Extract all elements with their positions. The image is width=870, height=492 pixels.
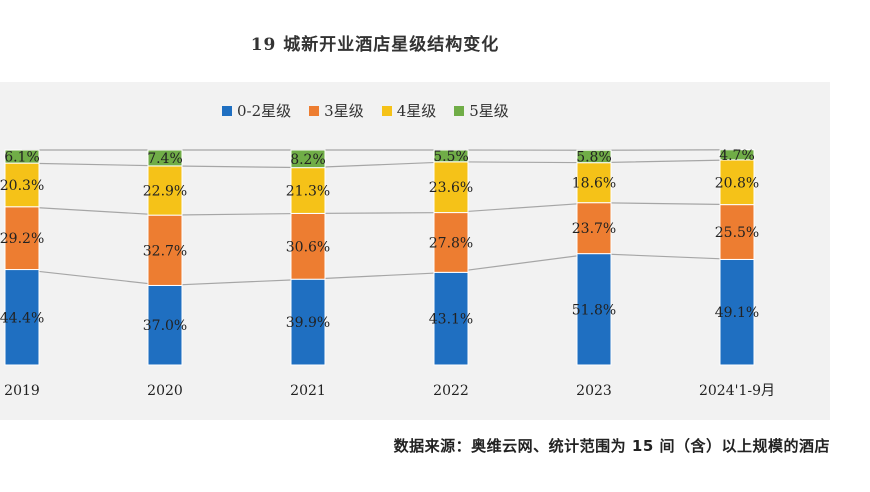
bar-segment [719, 258, 755, 366]
bar-segment [4, 162, 40, 208]
data-label: 30.6% [286, 239, 330, 255]
bar-segment [719, 204, 755, 260]
source-note: 数据来源：奥维云网、统计范围为 15 间（含）以上规模的酒店 [393, 437, 830, 455]
bar-segment [433, 212, 469, 273]
bar-segment [719, 149, 755, 161]
bar-segment [4, 206, 40, 271]
data-label: 6.1% [4, 150, 40, 166]
legend-item-0: 0-2星级 [222, 100, 291, 121]
data-label: 51.8% [572, 302, 616, 318]
legend-swatch [222, 105, 232, 116]
bar-segment [719, 159, 755, 206]
legend: 0-2星级 3星级 4星级 5星级 [222, 100, 509, 121]
legend-swatch [309, 105, 320, 116]
bar-segment [433, 271, 469, 366]
bars [4, 149, 755, 366]
data-labels: 44.4% 29.2% 20.3% 6.1% 2019 37.0% 32.7% 22.9% 7.… [0, 148, 775, 399]
data-label: 22.9% [143, 184, 187, 200]
data-label: 49.1% [715, 305, 759, 321]
data-label: 5.8% [576, 149, 612, 165]
series-connector-lines [21, 149, 738, 287]
x-tick-label: 2019 [4, 383, 40, 399]
connector-line [21, 159, 738, 169]
chart-title: 19 城新开业酒店星级结构变化 [250, 35, 500, 55]
bar-segment [290, 149, 326, 169]
bar-segment [4, 149, 40, 164]
connector-line [21, 202, 738, 216]
x-tick-label: 2022 [433, 383, 469, 399]
data-label: 8.2% [290, 152, 326, 168]
x-tick-label: 2020 [147, 383, 183, 399]
x-tick-label: 2023 [576, 383, 612, 399]
legend-swatch [381, 105, 392, 116]
bar-segment [290, 167, 326, 214]
data-label: 37.0% [143, 318, 187, 334]
bar-segment [433, 149, 469, 163]
legend-label: 4星级 [396, 102, 437, 120]
data-label: 20.3% [0, 178, 44, 194]
data-label: 23.6% [429, 180, 473, 196]
data-label: 43.1% [429, 312, 473, 328]
legend-label: 5星级 [469, 102, 509, 120]
data-label: 7.4% [147, 151, 183, 167]
bar-segment [147, 165, 183, 216]
legend-label: 0-2星级 [237, 102, 292, 120]
connector-line [21, 253, 738, 287]
plot-area [0, 82, 830, 420]
legend-swatch [454, 105, 465, 116]
x-tick-label: 2021 [290, 383, 326, 399]
legend-item-1: 3星级 [309, 100, 364, 121]
data-label: 18.6% [572, 176, 616, 192]
data-label: 20.8% [715, 175, 759, 191]
data-label: 39.9% [286, 315, 330, 331]
bar-segment [147, 284, 183, 366]
bar-segment [147, 214, 183, 286]
bar-segment [576, 162, 612, 204]
data-label: 23.7% [572, 221, 616, 237]
data-label: 29.2% [0, 231, 44, 247]
legend-label: 3星级 [324, 102, 364, 120]
data-label: 21.3% [286, 184, 330, 200]
bar-segment [433, 161, 469, 214]
data-label: 44.4% [0, 310, 44, 326]
legend-item-2: 4星级 [381, 100, 437, 121]
data-label: 32.7% [143, 243, 187, 259]
data-label: 25.5% [715, 225, 759, 241]
x-tick-label: 2024'1-9月 [699, 383, 775, 399]
bar-segment [290, 212, 326, 280]
data-label: 27.8% [429, 235, 473, 251]
bar-segment [147, 149, 183, 167]
bar-segment [576, 253, 612, 366]
legend-item-3: 5星级 [454, 100, 509, 121]
bar-segment [576, 149, 612, 164]
data-label: 4.7% [719, 148, 755, 164]
data-label: 5.5% [433, 149, 469, 165]
bar-segment [290, 278, 326, 366]
